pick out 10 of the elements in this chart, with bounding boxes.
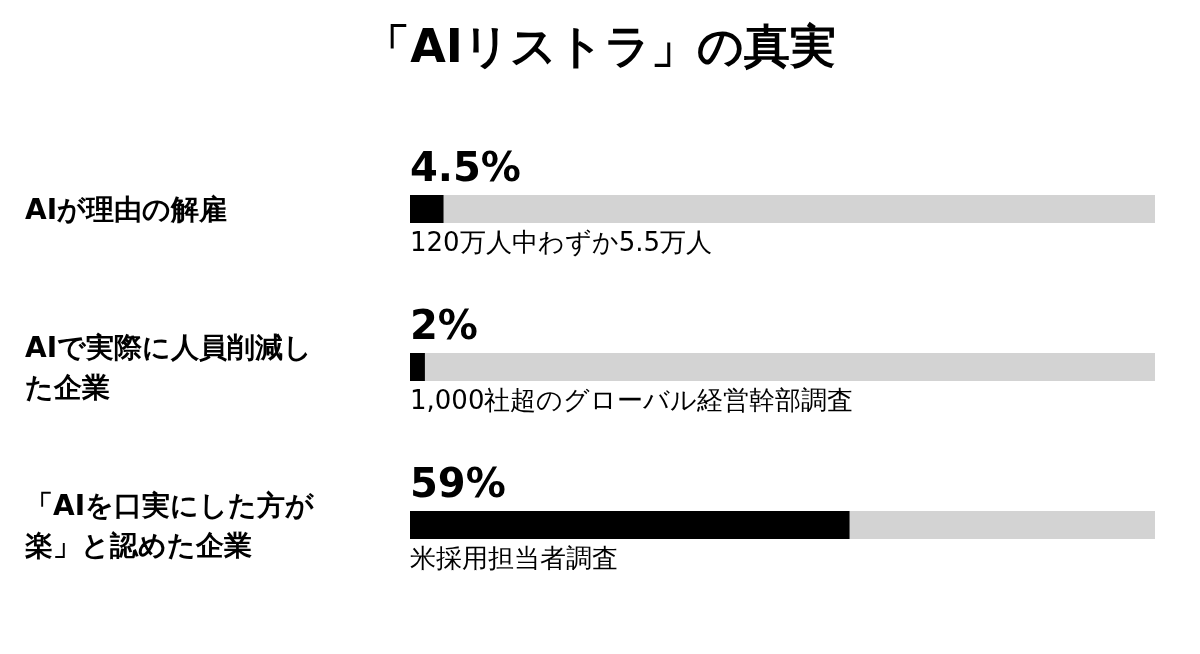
y-tick-label: 「AIを口実にした方が楽」と認めた企業 (24, 488, 316, 562)
annotation: 米採用担当者調査 (410, 543, 618, 573)
y-tick-label: AIで実際に人員削減した企業 (25, 330, 313, 404)
annotation: 1,000社超のグローバル経営幹部調査 (410, 385, 854, 415)
y-tick-label: AIが理由の解雇 (25, 192, 228, 226)
data-label: 59% (410, 460, 506, 506)
data-label: 4.5% (410, 144, 521, 190)
chart-title: 「AIリストラ」の真実 (364, 19, 836, 73)
data-label: 2% (410, 302, 478, 348)
annotation: 120万人中わずか5.5万人 (410, 227, 712, 257)
